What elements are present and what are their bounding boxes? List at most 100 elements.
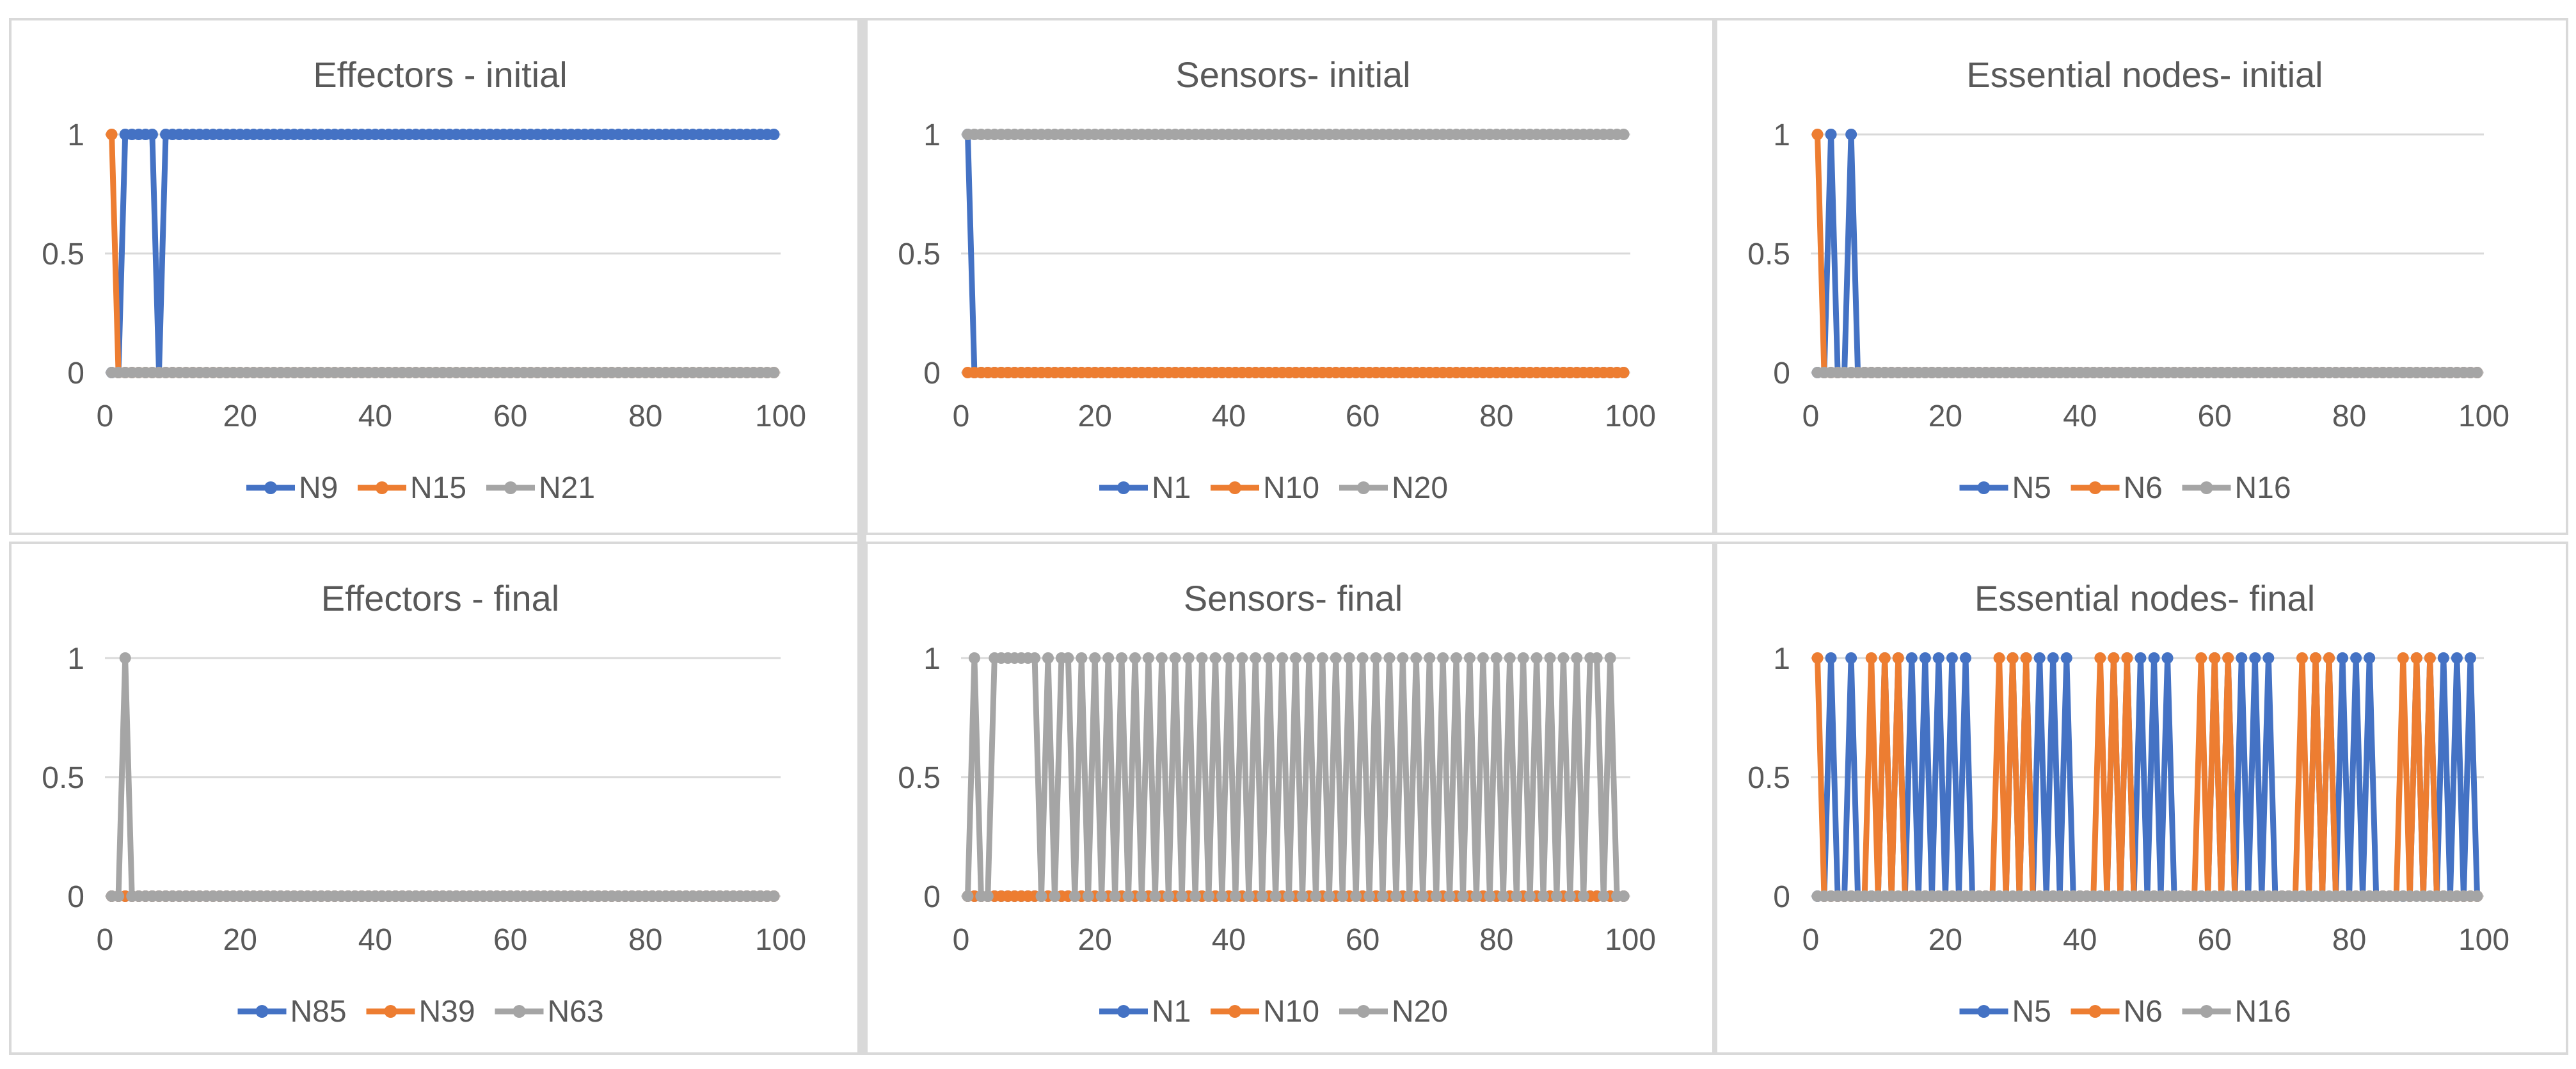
data-point bbox=[2033, 652, 2046, 664]
data-point bbox=[1149, 890, 1161, 902]
data-point bbox=[1250, 652, 1262, 664]
data-point bbox=[982, 890, 994, 902]
data-point bbox=[768, 129, 780, 140]
data-point bbox=[1122, 890, 1134, 902]
x-tick-label: 40 bbox=[1212, 923, 1246, 957]
x-tick-label: 100 bbox=[2458, 923, 2509, 957]
y-tick-label: 0 bbox=[67, 880, 84, 914]
legend-item: N9 bbox=[246, 471, 338, 505]
legend-label: N16 bbox=[2235, 995, 2291, 1029]
data-point bbox=[1203, 890, 1215, 902]
series-N20 bbox=[962, 129, 1630, 140]
data-point bbox=[1095, 890, 1108, 902]
legend-item: N21 bbox=[486, 471, 595, 505]
data-point bbox=[1946, 652, 1958, 664]
legend-item: N5 bbox=[1959, 995, 2051, 1029]
x-tick-label: 60 bbox=[2198, 399, 2232, 433]
data-point bbox=[1932, 652, 1944, 664]
data-point bbox=[1451, 652, 1463, 664]
data-point bbox=[1993, 652, 2005, 664]
series-N16 bbox=[1811, 890, 2483, 902]
chart-title: Effectors - final bbox=[321, 578, 559, 618]
data-point bbox=[1029, 652, 1041, 664]
data-point bbox=[1062, 652, 1074, 664]
legend-swatch-marker bbox=[504, 481, 517, 494]
data-point bbox=[1618, 129, 1630, 140]
y-tick-label: 1 bbox=[1773, 642, 1790, 676]
legend-swatch-marker bbox=[2200, 481, 2213, 494]
data-point bbox=[1330, 652, 1342, 664]
chart-title: Sensors- initial bbox=[1175, 54, 1410, 95]
data-point bbox=[1618, 367, 1630, 378]
y-tick-label: 0.5 bbox=[42, 761, 84, 795]
data-point bbox=[1484, 890, 1496, 902]
legend-item: N6 bbox=[2071, 995, 2163, 1029]
data-point bbox=[1430, 890, 1442, 902]
data-point bbox=[1892, 652, 1904, 664]
x-tick-label: 40 bbox=[2063, 399, 2097, 433]
y-tick-label: 0.5 bbox=[1747, 761, 1790, 795]
data-point bbox=[1276, 652, 1289, 664]
column-divider bbox=[857, 18, 866, 1055]
chart-title: Essential nodes- initial bbox=[1966, 54, 2323, 95]
legend-swatch-marker bbox=[1228, 481, 1241, 494]
data-point bbox=[1497, 890, 1509, 902]
data-point bbox=[1825, 129, 1837, 140]
data-point bbox=[1290, 652, 1301, 664]
data-point bbox=[1437, 652, 1449, 664]
legend-swatch-marker bbox=[264, 481, 277, 494]
data-point bbox=[1811, 129, 1824, 140]
legend-item: N63 bbox=[495, 995, 604, 1029]
x-tick-label: 20 bbox=[223, 399, 257, 433]
data-point bbox=[2195, 652, 2207, 664]
data-point bbox=[1591, 652, 1603, 664]
data-point bbox=[1310, 890, 1322, 902]
x-tick-label: 60 bbox=[2198, 923, 2232, 957]
data-point bbox=[768, 890, 780, 902]
chart-panel-sensors-final: Sensors- final 0 0.5 1 0 20 40 60 80 100 N1 N10 N20 bbox=[865, 542, 1715, 1055]
x-tick-label: 0 bbox=[97, 399, 114, 433]
data-point bbox=[1376, 890, 1388, 902]
data-point bbox=[2310, 652, 2321, 664]
data-point bbox=[1424, 652, 1436, 664]
y-tick-label: 1 bbox=[923, 642, 941, 676]
data-point bbox=[1538, 890, 1550, 902]
x-tick-label: 0 bbox=[1802, 923, 1820, 957]
x-tick-label: 80 bbox=[628, 923, 662, 957]
legend-swatch-marker bbox=[1357, 481, 1370, 494]
x-tick-label: 100 bbox=[755, 399, 806, 433]
data-point bbox=[2471, 367, 2483, 378]
data-point bbox=[962, 890, 974, 902]
data-point bbox=[1564, 890, 1576, 902]
y-tick-label: 0.5 bbox=[898, 237, 941, 271]
x-tick-label: 20 bbox=[1928, 399, 1962, 433]
chart-svg: Essential nodes- final 0 0.5 1 0 20 40 60 80 100 N… bbox=[1747, 578, 2509, 1029]
data-point bbox=[1410, 652, 1422, 664]
x-tick-label: 40 bbox=[358, 923, 392, 957]
legend-label: N20 bbox=[1392, 995, 1448, 1029]
legend-item: N16 bbox=[2182, 995, 2291, 1029]
y-tick-label: 1 bbox=[67, 118, 84, 152]
chart-panel-effectors-initial: Effectors - initial 0 0.5 1 0 20 40 60 80 100 N9 N1… bbox=[9, 18, 865, 535]
data-point bbox=[2323, 652, 2335, 664]
data-point bbox=[2108, 652, 2120, 664]
chart-panel-essential-final: Essential nodes- final 0 0.5 1 0 20 40 60 80 100 N… bbox=[1715, 542, 2568, 1055]
data-point bbox=[1490, 652, 1502, 664]
legend-swatch-marker bbox=[376, 481, 388, 494]
data-point bbox=[1865, 652, 1877, 664]
data-point bbox=[2222, 652, 2234, 664]
legend-swatch-marker bbox=[1977, 481, 1991, 494]
data-point bbox=[1577, 890, 1589, 902]
data-point bbox=[2364, 652, 2376, 664]
data-point bbox=[1417, 890, 1429, 902]
data-point bbox=[1550, 890, 1562, 902]
legend-label: N21 bbox=[539, 471, 595, 505]
data-point bbox=[1116, 652, 1128, 664]
data-point bbox=[1129, 652, 1141, 664]
x-tick-label: 80 bbox=[1479, 399, 1513, 433]
x-tick-label: 40 bbox=[2063, 923, 2097, 957]
data-point bbox=[1463, 652, 1475, 664]
data-point bbox=[1919, 652, 1931, 664]
legend-label: N16 bbox=[2235, 471, 2291, 505]
data-point bbox=[1229, 890, 1241, 902]
